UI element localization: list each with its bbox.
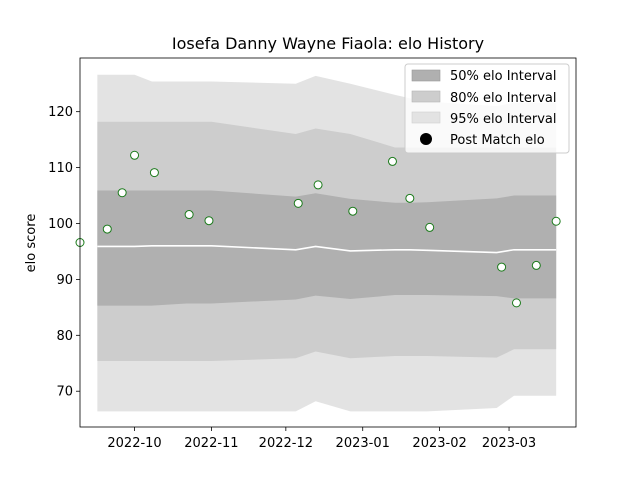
legend-swatch-80: [411, 90, 441, 103]
post-match-point: [293, 198, 303, 208]
y-tick-label: 70: [56, 385, 73, 400]
y-tick-label: 100: [48, 217, 73, 232]
legend-swatch-95: [411, 111, 441, 124]
post-match-point: [425, 222, 435, 232]
chart-title: Iosefa Danny Wayne Fiaola: elo History: [172, 34, 484, 53]
y-axis-ticks: 70 80 90 100 110 120: [48, 105, 80, 400]
y-tick-label: 120: [48, 105, 73, 120]
legend-swatch-50: [411, 69, 441, 82]
legend-label-95: 95% elo Interval: [450, 112, 557, 127]
post-match-point: [348, 206, 358, 216]
x-axis-ticks: 2022-10 2022-11 2022-12 2023-01 2023-02 2023-…: [107, 427, 536, 451]
x-tick-label: 2023-03: [482, 436, 536, 451]
post-match-point: [313, 180, 323, 190]
post-match-point: [551, 216, 561, 226]
legend-box: [404, 63, 570, 154]
post-match-point: [184, 210, 194, 220]
post-match-point: [387, 156, 397, 166]
y-tick-label: 110: [48, 161, 73, 176]
post-match-point: [511, 298, 521, 308]
legend-marker-dot: [420, 133, 432, 145]
interval-bands: [97, 74, 557, 412]
plot-frame: [79, 57, 577, 428]
y-axis-label: elo score: [24, 214, 39, 273]
legend: 50% elo Interval 80% elo Interval 95% el…: [404, 63, 570, 154]
post-match-points: [75, 150, 561, 308]
post-match-point: [149, 168, 159, 178]
post-match-point: [405, 193, 415, 203]
y-tick-label: 90: [56, 273, 73, 288]
legend-label-50: 50% elo Interval: [450, 69, 557, 84]
x-tick-label: 2022-10: [107, 436, 161, 451]
x-tick-label: 2022-12: [259, 436, 313, 451]
post-match-point: [204, 216, 214, 226]
x-tick-label: 2023-01: [336, 436, 390, 451]
legend-label-points: Post Match elo: [450, 133, 545, 148]
median-line: [97, 245, 557, 254]
post-match-point: [117, 188, 127, 198]
post-match-point: [102, 224, 112, 234]
median-line-layer: [97, 245, 557, 254]
x-tick-label: 2022-11: [184, 436, 238, 451]
legend-label-80: 80% elo Interval: [450, 91, 557, 106]
post-match-point: [531, 260, 541, 270]
x-tick-label: 2023-02: [412, 436, 466, 451]
post-match-point: [130, 150, 140, 160]
post-match-point: [497, 262, 507, 272]
y-tick-label: 80: [56, 329, 73, 344]
